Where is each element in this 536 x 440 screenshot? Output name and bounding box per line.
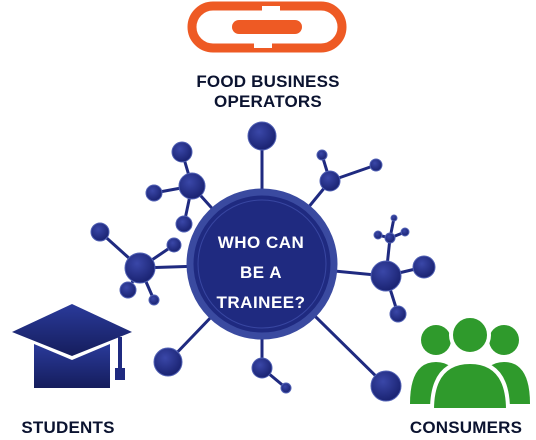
center-question: WHO CAN BE A TRAINEE? (196, 228, 326, 316)
network-nodes (90, 121, 436, 402)
label-fbo-line-1: FOOD BUSINESS (196, 72, 340, 91)
label-consumers: CONSUMERS (409, 418, 523, 437)
center-line-2: BE A (240, 263, 282, 282)
label-food-business-operators: FOOD BUSINESS OPERATORS (168, 72, 368, 112)
label-fbo-line-2: OPERATORS (214, 92, 322, 111)
people-group-icon (410, 314, 530, 412)
chain-link-icon (187, 1, 347, 53)
center-line-1: WHO CAN (217, 233, 305, 252)
center-line-3: TRAINEE? (216, 293, 306, 312)
graduation-cap-icon (12, 304, 132, 388)
label-students: STUDENTS (21, 418, 115, 437)
center-hub (186, 188, 338, 340)
